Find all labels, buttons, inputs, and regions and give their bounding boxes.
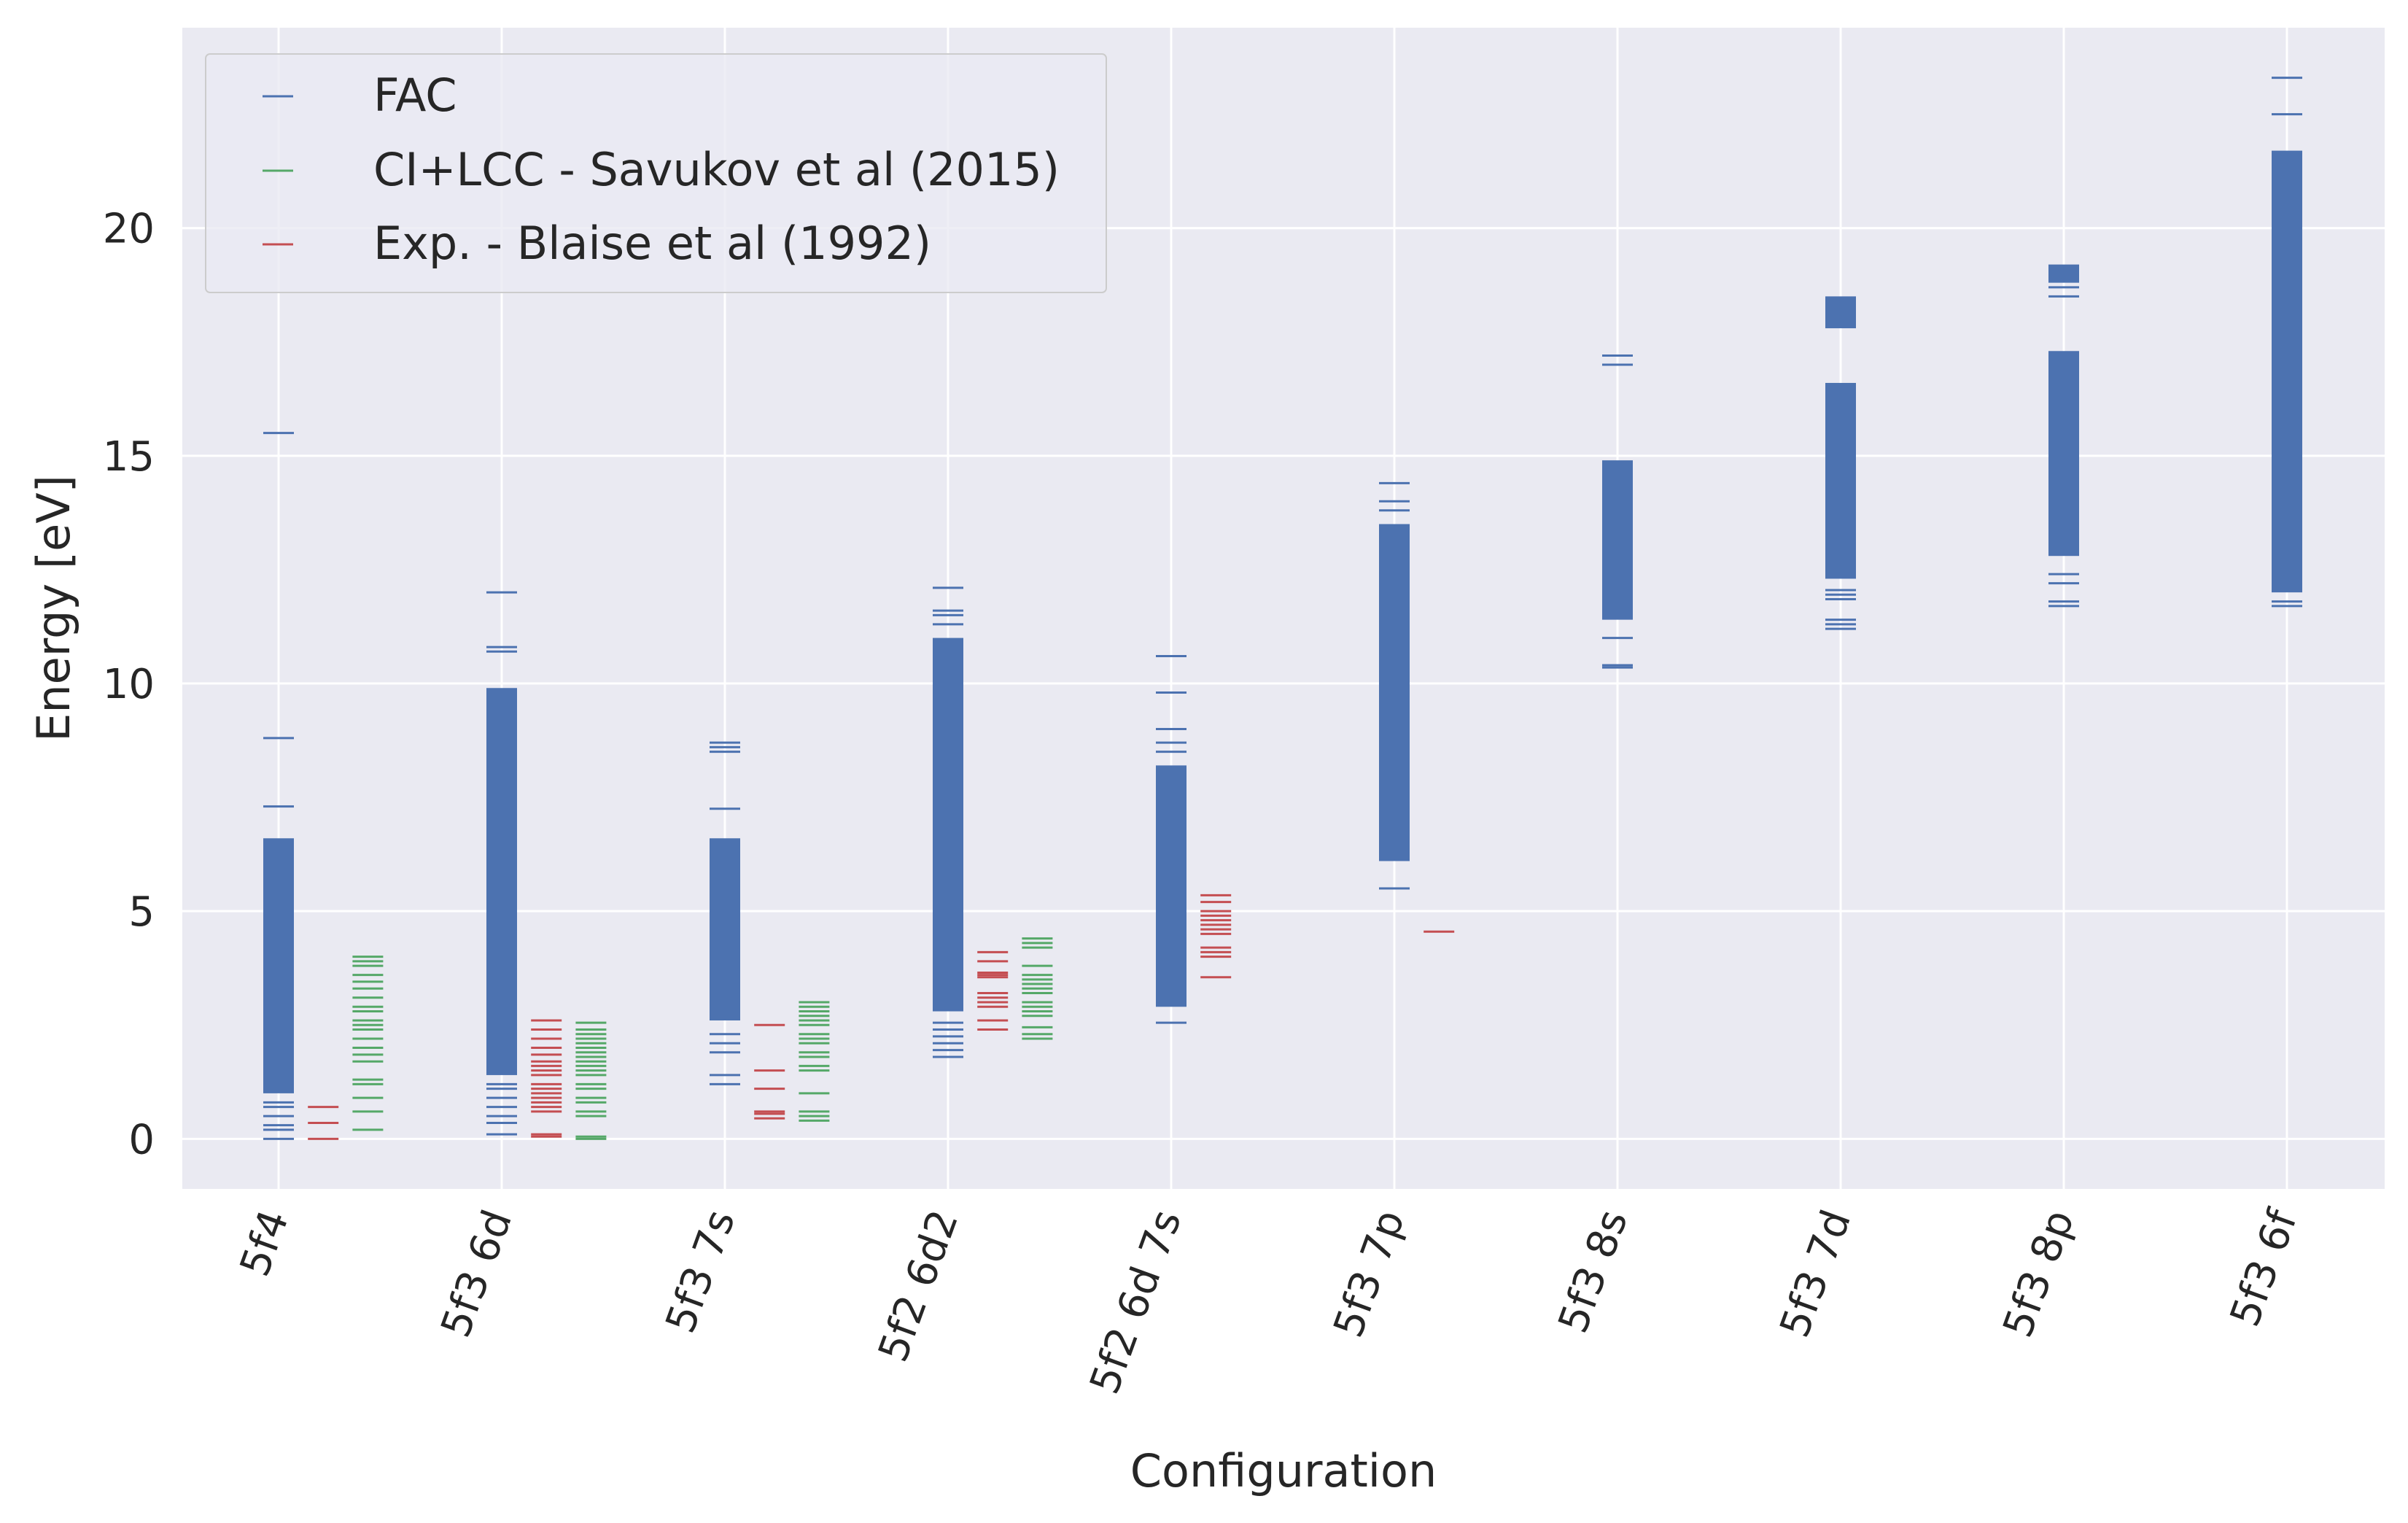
- band-fac-5f3-8p-0: [2048, 351, 2079, 557]
- legend-label-ci-lcc: CI+LCC - Savukov et al (2015): [373, 143, 1060, 196]
- band-fac-5f3-6f-0: [2272, 150, 2302, 593]
- legend-box: [205, 53, 1107, 293]
- y-axis-label: Energy [eV]: [27, 475, 80, 742]
- band-fac-5f2-6d2-0: [933, 638, 963, 1012]
- series-ci-lcc-savukov-et-al-2015: [352, 937, 1053, 1140]
- band-fac-5f4-0: [263, 838, 294, 1093]
- x-tick-label-5f3-6d: 5f3 6d: [432, 1204, 522, 1344]
- band-fac-5f3-7d-1: [1825, 296, 1856, 329]
- band-fac-5f3-6d-0: [486, 688, 517, 1075]
- series-fac: [263, 77, 2302, 1140]
- y-tick-label-10: 10: [103, 661, 155, 708]
- y-tick-labels: 0 5 10 15 20: [103, 206, 155, 1164]
- band-fac-5f3-7p-0: [1379, 524, 1410, 861]
- y-tick-label-15: 15: [103, 433, 155, 481]
- legend-label-exp: Exp. - Blaise et al (1992): [373, 217, 931, 270]
- x-tick-label-5f4: 5f4: [231, 1204, 298, 1283]
- band-fac-5f3-7d-0: [1825, 382, 1856, 579]
- y-tick-label-5: 5: [128, 888, 155, 936]
- x-tick-labels: 5f4 5f3 6d 5f3 7s 5f2 6d2 5f2 6d 7s 5f3 7p 5f3…: [231, 1203, 2307, 1400]
- x-tick-label-5f2-6d-7s: 5f2 6d 7s: [1081, 1204, 1191, 1400]
- data-marks: [263, 77, 2302, 1140]
- x-tick-label-5f3-6f: 5f3 6f: [2221, 1203, 2307, 1333]
- series-exp-blaise-et-al-1992: [308, 894, 1455, 1140]
- x-tick-label-5f3-7s: 5f3 7s: [657, 1204, 745, 1339]
- x-axis-label: Configuration: [1130, 1444, 1437, 1497]
- x-tick-label-5f2-6d2: 5f2 6d2: [869, 1204, 968, 1368]
- x-tick-label-5f3-7d: 5f3 7d: [1771, 1204, 1861, 1344]
- band-fac-5f3-7s-0: [710, 838, 740, 1021]
- y-tick-label-20: 20: [103, 206, 155, 253]
- x-tick-label-5f3-8p: 5f3 8p: [1995, 1204, 2084, 1344]
- legend: FAC CI+LCC - Savukov et al (2015) Exp. -…: [205, 53, 1107, 293]
- x-tick-label-5f3-8s: 5f3 8s: [1550, 1204, 1637, 1339]
- y-tick-label-0: 0: [128, 1116, 155, 1163]
- x-tick-label-5f3-7p: 5f3 7p: [1325, 1204, 1415, 1344]
- band-fac-5f3-8s-0: [1602, 460, 1633, 620]
- band-fac-5f2-6d-7s-0: [1156, 765, 1186, 1007]
- legend-label-fac: FAC: [373, 69, 457, 122]
- band-fac-5f3-8p-1: [2048, 264, 2079, 283]
